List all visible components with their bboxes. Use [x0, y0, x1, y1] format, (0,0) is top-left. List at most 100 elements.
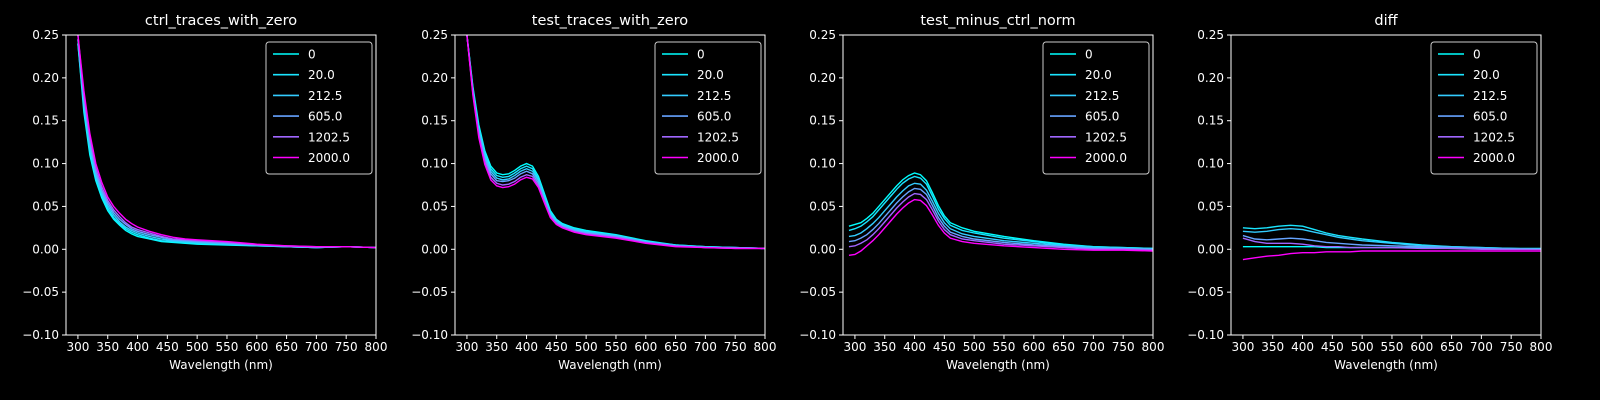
x-tick-label: 350 [873, 340, 896, 354]
x-tick-label: 650 [275, 340, 298, 354]
x-tick-label: 600 [1410, 340, 1433, 354]
legend-label-3: 605.0 [1473, 110, 1507, 124]
x-tick-label: 700 [694, 340, 717, 354]
x-tick-label: 300 [66, 340, 89, 354]
y-tick-label: 0.15 [809, 114, 836, 128]
y-tick-label: 0.10 [809, 157, 836, 171]
legend-label-1: 20.0 [1473, 68, 1500, 82]
x-tick-label: 400 [515, 340, 538, 354]
y-tick-label: 0.20 [1197, 71, 1224, 85]
series-group [1242, 224, 1541, 261]
legend-label-3: 605.0 [1085, 110, 1119, 124]
x-tick-label: 350 [485, 340, 508, 354]
chart-panel-1: 300 350 400 450 500 550 600 650 700 750 800 −0.10 −0… [411, 13, 776, 372]
legend-label-3: 605.0 [308, 110, 342, 124]
series-line-0 [466, 35, 765, 250]
series-line-4 [466, 35, 765, 250]
y-tick-label: 0.10 [421, 157, 448, 171]
x-tick-label: 350 [1261, 340, 1284, 354]
legend-label-3: 605.0 [697, 110, 731, 124]
y-tick-label: 0.15 [1197, 114, 1224, 128]
y-tick-label: −0.10 [799, 328, 836, 342]
x-tick-label: 700 [1470, 340, 1493, 354]
x-tick-label: 300 [843, 340, 866, 354]
legend-label-2: 212.5 [1473, 89, 1507, 103]
x-tick-label: 600 [1022, 340, 1045, 354]
legend: 0 20.0 212.5 605.0 1202.5 2000.0 [1430, 41, 1538, 175]
x-tick-label: 550 [993, 340, 1016, 354]
legend-label-1: 20.0 [697, 68, 724, 82]
chart-title: ctrl_traces_with_zero [145, 13, 297, 29]
x-tick-label: 600 [245, 340, 268, 354]
y-tick-label: 0.15 [421, 114, 448, 128]
x-tick-label: 550 [1381, 340, 1404, 354]
series-line-4 [1242, 237, 1541, 250]
y-tick-label: 0.05 [1197, 199, 1224, 213]
x-tick-label: 300 [1231, 340, 1254, 354]
legend-label-5: 2000.0 [1473, 151, 1515, 165]
legend: 0 20.0 212.5 605.0 1202.5 2000.0 [654, 41, 762, 175]
x-tick-label: 450 [1321, 340, 1344, 354]
x-tick-label: 750 [1500, 340, 1523, 354]
x-tick-label: 550 [605, 340, 628, 354]
x-axis-label: Wavelength (nm) [558, 358, 662, 372]
x-tick-label: 550 [216, 340, 239, 354]
legend-label-2: 212.5 [697, 89, 731, 103]
x-tick-label: 500 [575, 340, 598, 354]
y-tick-label: 0.20 [809, 71, 836, 85]
x-tick-label: 750 [724, 340, 747, 354]
legend-label-2: 212.5 [308, 89, 342, 103]
y-tick-label: 0.25 [809, 28, 836, 42]
x-tick-label: 750 [335, 340, 358, 354]
x-tick-label: 700 [1082, 340, 1105, 354]
x-tick-label: 750 [1112, 340, 1135, 354]
y-tick-label: 0.15 [32, 114, 59, 128]
chart-title: diff [1374, 13, 1398, 29]
legend-label-0: 0 [1085, 48, 1093, 62]
legend-label-1: 20.0 [1085, 68, 1112, 82]
x-tick-label: 600 [634, 340, 657, 354]
chart-panel-3: 300 350 400 450 500 550 600 650 700 750 800 −0.10 −0… [1187, 13, 1552, 372]
x-tick-label: 350 [96, 340, 119, 354]
series-line-5 [848, 198, 1153, 256]
axes-frame [842, 34, 1154, 336]
legend-label-5: 2000.0 [308, 151, 350, 165]
x-tick-label: 800 [1142, 340, 1165, 354]
y-tick-label: −0.10 [22, 328, 59, 342]
legend-label-0: 0 [1473, 48, 1481, 62]
y-tick-label: 0.20 [32, 71, 59, 85]
series-line-0 [848, 172, 1153, 250]
legend-label-0: 0 [697, 48, 705, 62]
series-line-5 [77, 35, 376, 249]
x-tick-label: 650 [664, 340, 687, 354]
x-tick-label: 800 [754, 340, 777, 354]
y-tick-label: 0.00 [421, 242, 448, 256]
x-tick-label: 450 [156, 340, 179, 354]
legend-label-2: 212.5 [1085, 89, 1119, 103]
series-line-5 [1242, 250, 1541, 261]
series-line-2 [848, 182, 1153, 250]
y-tick-label: 0.25 [421, 28, 448, 42]
y-tick-label: 0.05 [421, 199, 448, 213]
x-tick-label: 500 [963, 340, 986, 354]
y-tick-label: 0.00 [32, 242, 59, 256]
y-tick-label: 0.05 [32, 199, 59, 213]
x-tick-label: 450 [933, 340, 956, 354]
y-tick-label: 0.00 [809, 242, 836, 256]
legend-label-4: 1202.5 [1085, 130, 1127, 144]
y-tick-label: 0.10 [1197, 157, 1224, 171]
y-tick-label: −0.05 [22, 285, 59, 299]
legend: 0 20.0 212.5 605.0 1202.5 2000.0 [265, 41, 373, 175]
x-tick-label: 800 [365, 340, 388, 354]
legend-label-5: 2000.0 [697, 151, 739, 165]
axes-frame [454, 34, 766, 336]
series-line-3 [1242, 234, 1541, 250]
y-tick-label: −0.10 [1187, 328, 1224, 342]
x-tick-label: 500 [1351, 340, 1374, 354]
chart-panel-2: 300 350 400 450 500 550 600 650 700 750 800 −0.10 −0… [799, 13, 1164, 372]
y-tick-label: −0.05 [1187, 285, 1224, 299]
x-tick-label: 400 [1291, 340, 1314, 354]
y-tick-label: 0.25 [1197, 28, 1224, 42]
chart-panel-0: 300 350 400 450 500 550 600 650 700 750 800 −0.10 −0… [22, 13, 387, 372]
legend-label-0: 0 [308, 48, 316, 62]
